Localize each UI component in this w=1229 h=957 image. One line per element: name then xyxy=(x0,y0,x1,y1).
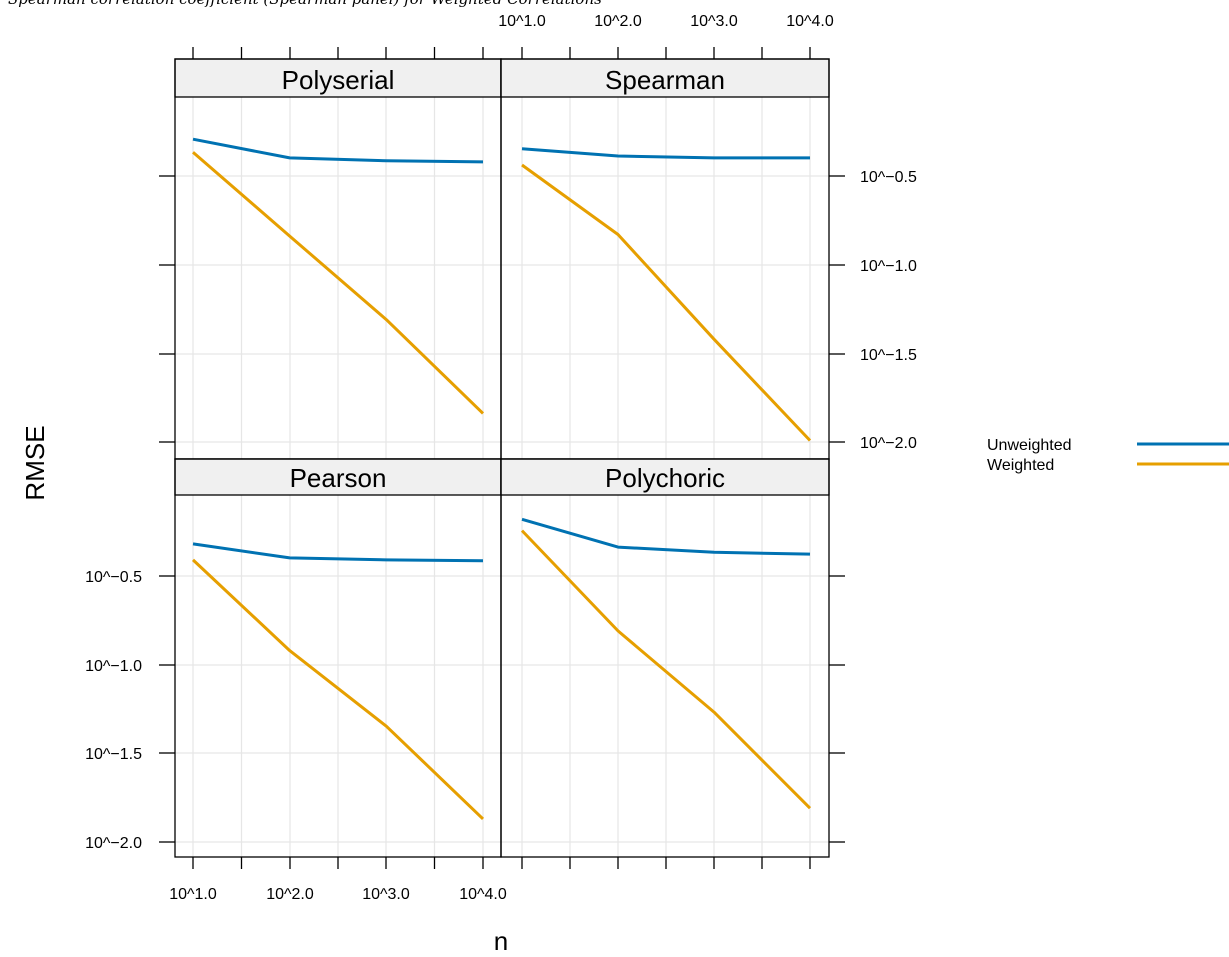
x-tick-label-top: 10^1.0 xyxy=(498,13,546,30)
y-tick-label-left: 10^−0.5 xyxy=(85,569,142,586)
x-tick-label-top: 10^3.0 xyxy=(690,13,738,30)
x-tick-label-bottom: 10^1.0 xyxy=(169,886,217,903)
series-weighted-spearman xyxy=(521,163,812,442)
series-weighted-pearson xyxy=(191,558,485,820)
strip-polyserial xyxy=(174,58,502,98)
legend: Unweighted Weighted xyxy=(987,437,1229,474)
series-unweighted-polyserial xyxy=(192,137,484,164)
strip-label-spearman: Spearman xyxy=(605,65,725,95)
series-weighted-polyserial xyxy=(192,151,485,415)
strip-spearman xyxy=(500,58,830,98)
series-unweighted-pearson xyxy=(192,542,484,563)
top-note: Spearman correlation coefficient (Spearm… xyxy=(8,0,602,8)
y-tick-label-right: 10^−1.5 xyxy=(860,347,917,364)
x-tick-label-bottom: 10^4.0 xyxy=(459,886,507,903)
legend-label-weighted: Weighted xyxy=(987,457,1054,474)
series-weighted-polychoric xyxy=(520,529,812,810)
frame-layer: Polyserial Spearman Pearson Polychoric xyxy=(174,58,830,858)
x-tick-label-top: 10^2.0 xyxy=(594,13,642,30)
y-tick-label-right: 10^−1.0 xyxy=(860,258,917,275)
y-axis-title: RMSE xyxy=(20,425,50,500)
y-tick-label-left: 10^−1.0 xyxy=(85,658,142,675)
grid-layer xyxy=(175,97,829,857)
y-tick-label-right: 10^−2.0 xyxy=(860,435,917,452)
panel-frame-spearman xyxy=(500,58,830,460)
strip-label-pearson: Pearson xyxy=(290,463,387,493)
strip-label-polychoric: Polychoric xyxy=(605,463,725,493)
legend-label-unweighted: Unweighted xyxy=(987,437,1072,454)
y-tick-label-left: 10^−2.0 xyxy=(85,835,142,852)
strip-polychoric xyxy=(500,458,830,496)
panel-frame-polychoric xyxy=(500,458,830,858)
strip-label-polyserial: Polyserial xyxy=(282,65,395,95)
y-tick-label-left: 10^−1.5 xyxy=(85,746,142,763)
x-axis-title: n xyxy=(494,926,508,956)
data-layer xyxy=(191,137,812,820)
series-unweighted-polychoric xyxy=(521,517,811,556)
x-tick-label-bottom: 10^2.0 xyxy=(266,886,314,903)
x-tick-label-top: 10^4.0 xyxy=(786,13,834,30)
y-tick-label-right: 10^−0.5 xyxy=(860,169,917,186)
strip-pearson xyxy=(174,458,502,496)
tick-layer: 10^1.0 10^2.0 10^3.0 10^4.0 10^1.0 10^2.0 10^3… xyxy=(85,13,917,903)
x-tick-label-bottom: 10^3.0 xyxy=(362,886,410,903)
series-unweighted-spearman xyxy=(521,147,810,160)
